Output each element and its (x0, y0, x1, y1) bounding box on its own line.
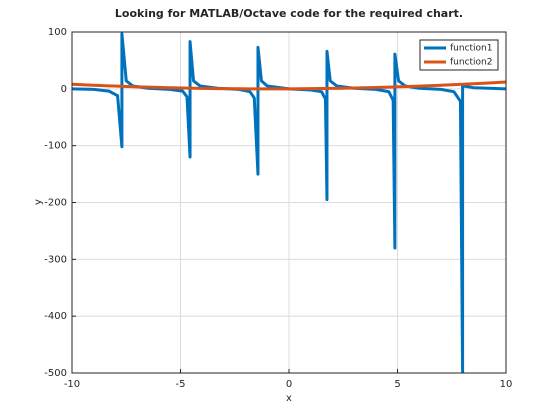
x-tick-label: 5 (394, 379, 400, 390)
x-tick-label: 10 (500, 379, 513, 390)
x-tick-label: -10 (64, 379, 80, 390)
x-axis-label: x (286, 393, 292, 404)
axes-box (71, 31, 507, 374)
y-tick-label: -200 (44, 198, 67, 209)
y-tick-label: -100 (44, 141, 67, 152)
series-line (72, 80, 506, 91)
legend-box (419, 39, 499, 71)
chart-title: Looking for MATLAB/Octave code for the r… (115, 7, 463, 20)
x-tick-label: -5 (176, 379, 186, 390)
y-tick-label: 0 (61, 84, 67, 95)
legend: function1 function2 (419, 39, 499, 71)
legend-label: function2 (450, 58, 493, 68)
y-axis-label: y (33, 199, 44, 205)
y-tick-label: 100 (48, 27, 67, 38)
x-tick-label: 0 (286, 379, 292, 390)
y-tick-label: -400 (44, 311, 67, 322)
legend-label: function1 (450, 44, 493, 54)
y-tick-label: -500 (44, 368, 67, 379)
y-tick-label: -300 (44, 254, 67, 265)
